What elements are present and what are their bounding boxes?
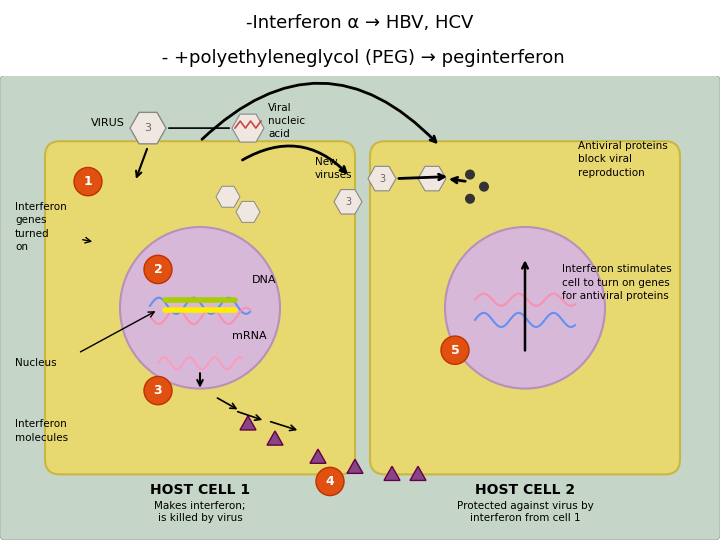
Text: - +polyethyleneglycol (PEG) → peginterferon: - +polyethyleneglycol (PEG) → peginterfe… bbox=[156, 49, 564, 68]
Polygon shape bbox=[384, 467, 400, 481]
Circle shape bbox=[120, 227, 280, 389]
Circle shape bbox=[144, 376, 172, 404]
Circle shape bbox=[465, 194, 475, 204]
FancyBboxPatch shape bbox=[45, 141, 355, 474]
Polygon shape bbox=[236, 201, 260, 222]
Polygon shape bbox=[347, 459, 363, 474]
Text: 5: 5 bbox=[451, 343, 459, 357]
Text: 3: 3 bbox=[145, 123, 151, 133]
Text: Antiviral proteins
block viral
reproduction: Antiviral proteins block viral reproduct… bbox=[578, 141, 667, 178]
FancyBboxPatch shape bbox=[0, 76, 720, 540]
Polygon shape bbox=[410, 467, 426, 481]
Polygon shape bbox=[334, 190, 362, 214]
Circle shape bbox=[74, 167, 102, 195]
Text: 1: 1 bbox=[84, 175, 92, 188]
Text: Viral
nucleic
acid: Viral nucleic acid bbox=[268, 103, 305, 139]
Text: HOST CELL 2: HOST CELL 2 bbox=[475, 483, 575, 496]
Text: DNA: DNA bbox=[252, 274, 276, 285]
Text: 4: 4 bbox=[325, 475, 334, 488]
Polygon shape bbox=[232, 114, 264, 142]
Circle shape bbox=[479, 181, 489, 192]
Text: Protected against virus by
interferon from cell 1: Protected against virus by interferon fr… bbox=[456, 501, 593, 523]
Text: 3: 3 bbox=[379, 173, 385, 184]
Text: Interferon
molecules: Interferon molecules bbox=[15, 420, 68, 443]
Polygon shape bbox=[310, 449, 326, 463]
Circle shape bbox=[144, 255, 172, 284]
Polygon shape bbox=[368, 166, 396, 191]
Polygon shape bbox=[267, 431, 283, 445]
Text: Nucleus: Nucleus bbox=[15, 359, 57, 368]
Text: 3: 3 bbox=[153, 384, 162, 397]
Circle shape bbox=[465, 170, 475, 180]
Circle shape bbox=[445, 227, 605, 389]
Polygon shape bbox=[418, 166, 446, 191]
Polygon shape bbox=[240, 416, 256, 430]
Text: Interferon
genes
turned
on: Interferon genes turned on bbox=[15, 202, 67, 252]
Text: Interferon stimulates
cell to turn on genes
for antiviral proteins: Interferon stimulates cell to turn on ge… bbox=[562, 265, 672, 301]
Text: HOST CELL 1: HOST CELL 1 bbox=[150, 483, 250, 496]
Polygon shape bbox=[130, 112, 166, 144]
Polygon shape bbox=[216, 186, 240, 207]
Text: 3: 3 bbox=[345, 197, 351, 207]
FancyBboxPatch shape bbox=[370, 141, 680, 474]
Text: New
viruses: New viruses bbox=[315, 157, 353, 180]
Circle shape bbox=[316, 467, 344, 496]
Text: Makes interferon;
is killed by virus: Makes interferon; is killed by virus bbox=[154, 501, 246, 523]
Text: VIRUS: VIRUS bbox=[91, 118, 125, 128]
Text: -Interferon α → HBV, HCV: -Interferon α → HBV, HCV bbox=[246, 14, 474, 32]
Circle shape bbox=[441, 336, 469, 364]
Text: 2: 2 bbox=[153, 263, 163, 276]
Text: mRNA: mRNA bbox=[232, 331, 266, 341]
